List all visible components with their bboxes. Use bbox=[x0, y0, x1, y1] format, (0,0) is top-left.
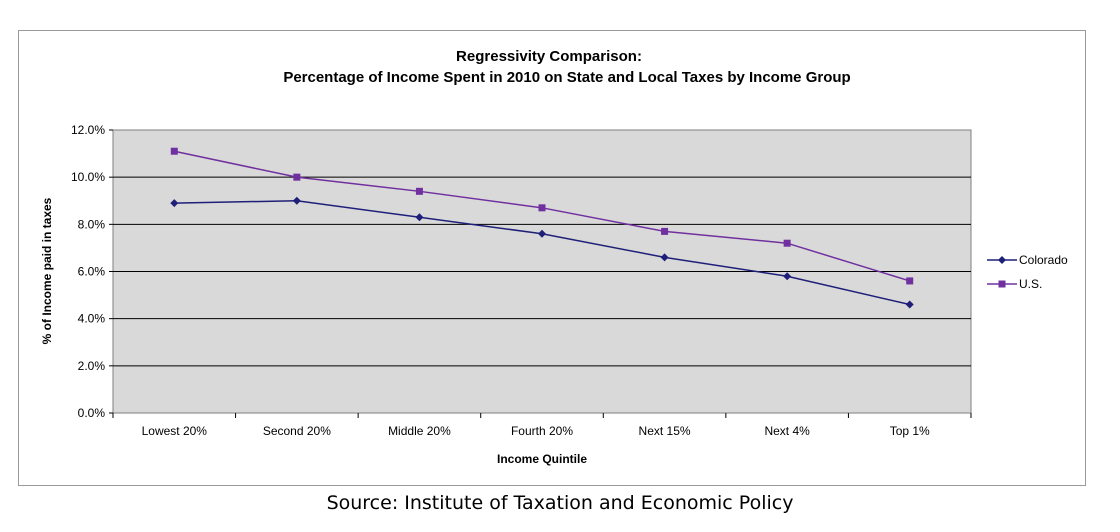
data-point-colorado bbox=[538, 229, 546, 238]
data-point-us bbox=[661, 227, 669, 235]
gridlines bbox=[113, 176, 971, 367]
data-point-us bbox=[415, 187, 423, 195]
y-tick-label: 2.0% bbox=[78, 359, 106, 373]
data-point-us bbox=[293, 173, 301, 181]
x-tick-label: Middle 20% bbox=[388, 424, 451, 438]
series-markers bbox=[170, 147, 914, 309]
chart-frame: Regressivity Comparison: Percentage of I… bbox=[18, 30, 1086, 486]
legend: Colorado U.S. bbox=[987, 253, 1068, 291]
y-tick-label: 10.0% bbox=[71, 170, 105, 184]
data-point-us bbox=[906, 277, 914, 285]
chart-title: Regressivity Comparison: bbox=[456, 48, 642, 65]
data-point-colorado bbox=[292, 196, 301, 205]
legend-marker bbox=[998, 280, 1006, 288]
data-point-colorado bbox=[905, 300, 914, 309]
data-point-colorado bbox=[660, 253, 669, 262]
y-tick-label: 6.0% bbox=[78, 265, 106, 279]
x-axis-ticks: Lowest 20% Second 20% Middle 20% Fourth 20%… bbox=[112, 413, 972, 438]
y-tick-label: 4.0% bbox=[78, 312, 106, 326]
data-point-us bbox=[170, 147, 178, 155]
x-tick-label: Next 15% bbox=[639, 424, 691, 438]
source-caption: Source: Institute of Taxation and Econom… bbox=[326, 492, 794, 514]
legend-label: Colorado bbox=[1019, 253, 1068, 267]
x-tick-label: Lowest 20% bbox=[142, 424, 208, 438]
data-point-colorado bbox=[170, 199, 179, 208]
legend-label: U.S. bbox=[1019, 277, 1042, 291]
y-tick-label: 12.0% bbox=[71, 123, 105, 137]
data-point-us bbox=[538, 204, 546, 212]
x-tick-label: Second 20% bbox=[263, 424, 331, 438]
data-point-us bbox=[783, 239, 791, 247]
x-tick-label: Top 1% bbox=[890, 424, 930, 438]
y-axis-title: % of Income paid in taxes bbox=[40, 197, 54, 344]
chart-subtitle: Percentage of Income Spent in 2010 on St… bbox=[283, 69, 850, 86]
y-axis-ticks: 0.0% 2.0% 4.0% 6.0% 8.0% 10.0% 12.0% bbox=[71, 123, 113, 420]
x-tick-label: Next 4% bbox=[764, 424, 810, 438]
x-tick-label: Fourth 20% bbox=[511, 424, 573, 438]
data-point-colorado bbox=[415, 213, 424, 222]
y-tick-label: 8.0% bbox=[78, 217, 106, 231]
line-chart: Regressivity Comparison: Percentage of I… bbox=[40, 48, 1068, 466]
y-tick-label: 0.0% bbox=[78, 406, 106, 420]
x-axis-title: Income Quintile bbox=[497, 452, 587, 466]
legend-marker bbox=[998, 256, 1006, 264]
data-point-colorado bbox=[783, 272, 792, 281]
